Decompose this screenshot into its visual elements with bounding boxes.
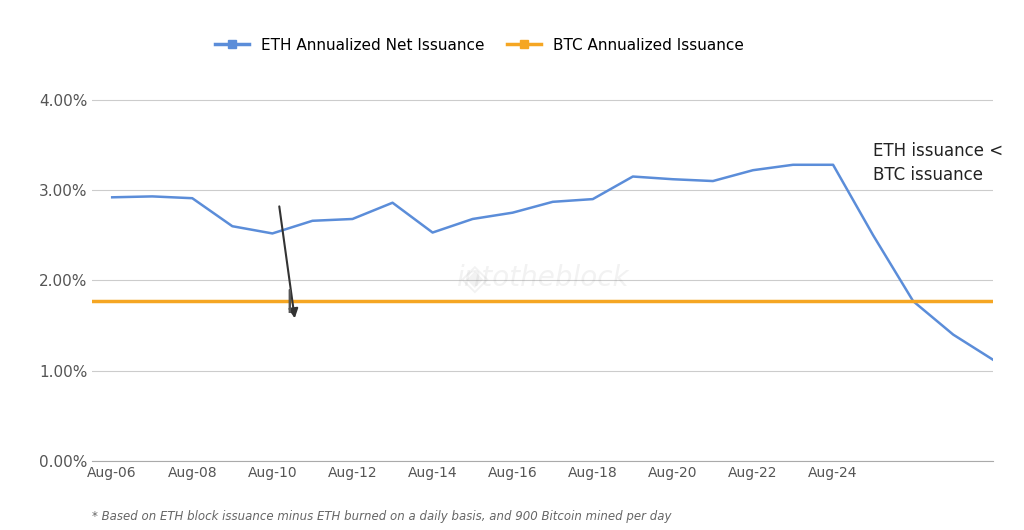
Text: * Based on ETH block issuance minus ETH burned on a daily basis, and 900 Bitcoin: * Based on ETH block issuance minus ETH …	[92, 510, 672, 524]
Text: ◈: ◈	[461, 261, 489, 295]
Text: intotheblock: intotheblock	[457, 264, 629, 292]
Legend: ETH Annualized Net Issuance, BTC Annualized Issuance: ETH Annualized Net Issuance, BTC Annuali…	[209, 31, 751, 59]
Text: ETH issuance <
BTC issuance: ETH issuance < BTC issuance	[873, 142, 1004, 184]
